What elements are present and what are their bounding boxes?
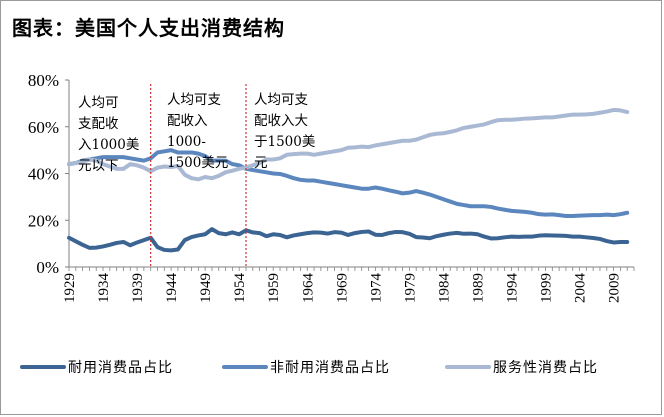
x-tick-label: 1964 xyxy=(300,273,316,304)
income-dividers xyxy=(150,84,247,267)
x-tick-label: 1944 xyxy=(164,273,180,304)
annotation-line: 元 xyxy=(254,155,268,171)
x-tick-label: 1959 xyxy=(266,273,282,303)
x-tick-label: 1984 xyxy=(436,273,452,304)
x-tick-label: 1954 xyxy=(232,273,248,304)
x-tick-label: 1974 xyxy=(368,273,384,304)
legend-label: 服务性消费占比 xyxy=(493,360,598,376)
y-tick-label: 0% xyxy=(36,258,59,277)
y-tick-label: 40% xyxy=(28,165,59,184)
series-line-services xyxy=(67,107,630,182)
x-tick-label: 1999 xyxy=(539,273,555,303)
annotation-line: 人均可支 xyxy=(254,92,308,108)
x-tick-label: 2009 xyxy=(607,273,623,303)
series-lines xyxy=(67,107,630,253)
x-tick-label: 1934 xyxy=(96,273,112,304)
legend-label: 非耐用消费品占比 xyxy=(270,360,390,376)
x-tick-label: 1994 xyxy=(504,273,520,304)
annotation-line: 人均可支 xyxy=(167,92,221,108)
annotation-line: 入1000美 xyxy=(78,137,139,153)
x-tick-label: 1929 xyxy=(62,273,78,303)
x-tick-label: 2004 xyxy=(573,273,589,304)
annotation-line: 支配收 xyxy=(78,116,119,132)
x-tick-label: 1939 xyxy=(130,273,146,303)
x-tick-label: 1949 xyxy=(198,273,214,303)
annotation-line: 1500美元 xyxy=(167,155,228,171)
y-tick-label: 60% xyxy=(28,118,59,137)
series-line-nondurable xyxy=(67,148,630,219)
annotation-line: 配收入 xyxy=(167,113,208,129)
annotation-line: 元以下 xyxy=(78,158,119,174)
annotation-line: 人均可 xyxy=(78,95,119,111)
legend: 耐用消费品占比 非耐用消费品占比 服务性消费占比 xyxy=(20,360,598,376)
annotation-line: 配收入大 xyxy=(254,113,308,129)
x-tick-label: 1979 xyxy=(402,273,418,303)
axes: 0% 20% 40% 60% 80% 1929 1934 1939 1944 1949 1954 19… xyxy=(28,71,635,304)
annotation-text: 人均可支配收入1000美元以下 xyxy=(78,95,139,174)
annotation-text: 人均可支配收入大于1500美元 xyxy=(254,92,315,171)
annotation-line: 1000- xyxy=(167,134,206,150)
annotation-text: 人均可支配收入 1000- 1500美元 xyxy=(167,92,228,171)
y-tick-label: 80% xyxy=(28,71,59,90)
x-tick-label: 1969 xyxy=(334,273,350,303)
x-tick-label: 1989 xyxy=(470,273,486,303)
annotation-line: 于1500美 xyxy=(254,134,315,150)
legend-label: 耐用消费品占比 xyxy=(68,360,173,376)
y-tick-label: 20% xyxy=(28,211,59,230)
series-line-durable xyxy=(67,227,630,253)
chart-title: 图表：美国个人支出消费结构 xyxy=(12,16,285,40)
